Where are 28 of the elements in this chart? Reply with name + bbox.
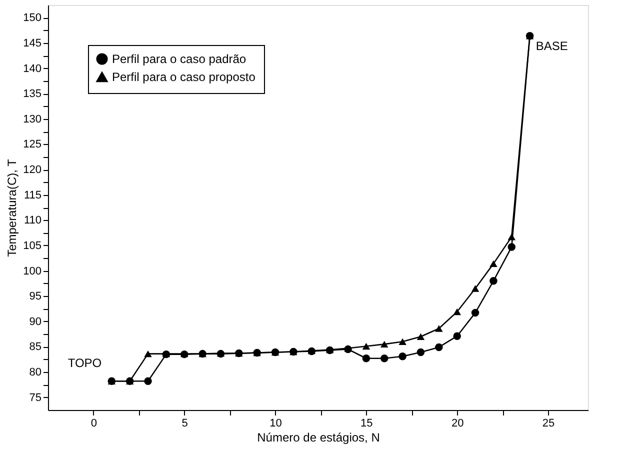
y-tick-label: 110 <box>24 214 42 227</box>
x-tick-label: 0 <box>90 418 98 430</box>
y-tick-label: 85 <box>29 341 42 354</box>
y-tick-label: 130 <box>23 113 42 126</box>
legend-label: Perfil para o caso proposto <box>112 70 256 84</box>
legend-label: Perfil para o caso padrão <box>112 52 246 66</box>
y-tick-label: 150 <box>23 12 42 24</box>
x-tick-label: 25 <box>542 418 555 430</box>
y-tick-label: 135 <box>23 88 42 100</box>
y-tick-label: 120 <box>23 164 42 176</box>
x-tick-label: 15 <box>360 418 373 430</box>
y-tick-label: 80 <box>29 366 42 379</box>
y-tick-label: 105 <box>23 240 42 252</box>
annotation: TOPO <box>68 356 102 370</box>
y-tick-label: 115 <box>24 189 42 202</box>
x-tick-label: 10 <box>270 418 282 430</box>
y-axis-title: Temperatura(C), T <box>5 158 20 257</box>
y-tick-label: 90 <box>29 316 42 328</box>
x-tick-label: 5 <box>182 418 188 430</box>
y-tick-label: 100 <box>23 265 42 278</box>
y-tick-label: 125 <box>23 138 42 151</box>
x-axis-title: Número de estágios, N <box>257 430 380 444</box>
y-tick-label: 145 <box>23 37 42 50</box>
y-tick-label: 75 <box>29 392 42 404</box>
y-tick-label: 95 <box>29 290 42 303</box>
x-tick-label: 20 <box>451 418 464 430</box>
y-tick-label: 140 <box>23 62 42 75</box>
annotation: BASE <box>536 38 568 53</box>
